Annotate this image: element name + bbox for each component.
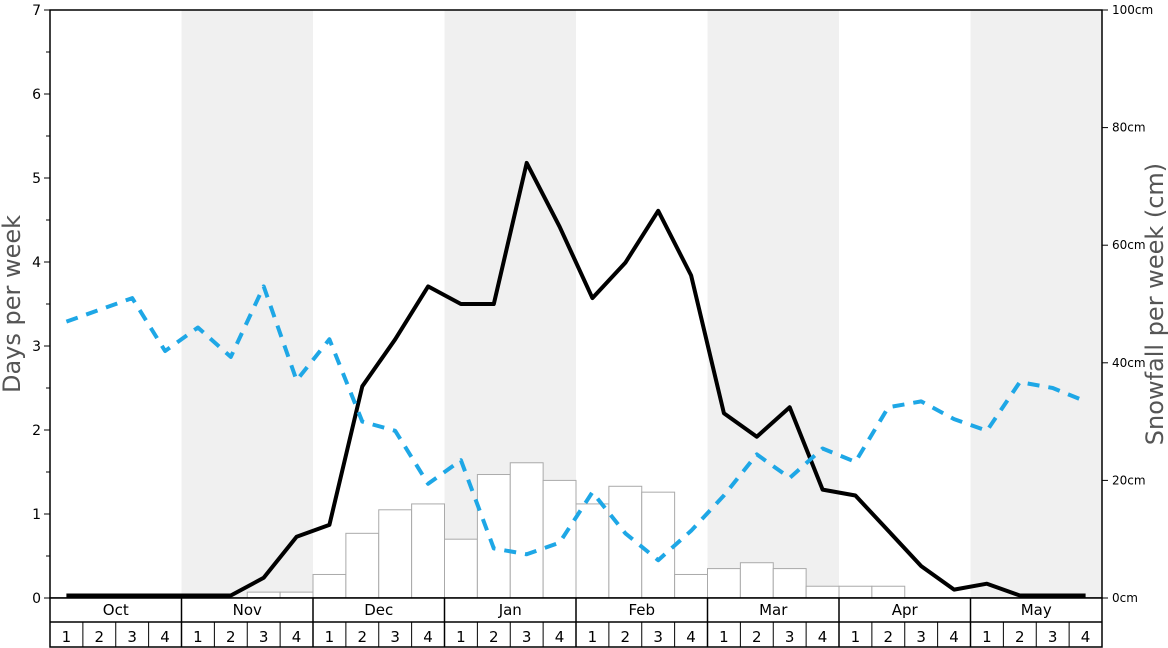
month-label: May <box>1021 601 1052 619</box>
month-label: Feb <box>628 601 655 619</box>
week-label: 2 <box>358 628 368 646</box>
month-shading <box>181 10 1102 598</box>
week-label: 4 <box>818 628 828 646</box>
left-tick-label: 2 <box>32 423 41 439</box>
left-axis-label: Days per week <box>0 215 26 393</box>
snowfall-bar <box>378 509 413 599</box>
month-label: Oct <box>103 601 129 619</box>
month-label: Mar <box>759 601 788 619</box>
week-label: 3 <box>127 628 137 646</box>
left-tick-label: 1 <box>32 507 41 523</box>
week-label: 1 <box>588 628 598 646</box>
week-label: 3 <box>653 628 663 646</box>
month-label: Dec <box>364 601 393 619</box>
month-shade <box>181 10 313 598</box>
snowfall-bar <box>674 573 708 599</box>
week-label: 1 <box>456 628 466 646</box>
week-label: 4 <box>555 628 565 646</box>
snowfall-bar <box>575 503 610 599</box>
snowfall-bar <box>411 503 445 599</box>
snowfall-bar <box>871 585 906 599</box>
week-label: 2 <box>752 628 762 646</box>
snowfall-bars <box>246 462 906 599</box>
right-tick-label: 100cm <box>1112 3 1153 17</box>
week-label: 1 <box>62 628 72 646</box>
right-tick-label: 0cm <box>1112 591 1138 605</box>
right-tick-label: 20cm <box>1112 473 1146 487</box>
week-label: 4 <box>423 628 433 646</box>
week-label: 3 <box>390 628 400 646</box>
week-label: 3 <box>916 628 926 646</box>
snowfall-bar <box>312 573 347 599</box>
week-label: 3 <box>785 628 795 646</box>
month-shade <box>970 10 1102 598</box>
week-label: 1 <box>193 628 203 646</box>
week-label: 4 <box>1081 628 1091 646</box>
left-tick-label: 0 <box>32 591 41 607</box>
snowfall-bar <box>476 474 511 599</box>
week-label: 2 <box>621 628 631 646</box>
snowfall-bar <box>509 462 544 599</box>
left-tick-label: 6 <box>32 87 41 103</box>
dashed-series-line <box>65 284 1087 563</box>
right-tick-label: 40cm <box>1112 356 1146 370</box>
week-label: 2 <box>489 628 499 646</box>
snowfall-bar <box>838 585 873 599</box>
line-series <box>65 160 1087 598</box>
right-tick-label: 80cm <box>1112 121 1146 135</box>
right-axis-label: Snowfall per week (cm) <box>1141 163 1168 445</box>
week-label: 1 <box>851 628 861 646</box>
week-label: 3 <box>1048 628 1058 646</box>
snowfall-bar <box>805 585 840 599</box>
month-label: Jan <box>498 601 522 619</box>
week-label: 3 <box>522 628 532 646</box>
week-label: 4 <box>160 628 170 646</box>
snowfall-bar <box>345 532 380 599</box>
month-label: Apr <box>892 601 919 619</box>
month-shade <box>707 10 839 598</box>
snowfall-bar <box>707 568 741 599</box>
week-label: 2 <box>1015 628 1025 646</box>
snowfall-bar <box>641 491 676 599</box>
snowfall-bar <box>772 568 807 599</box>
axes: 0 1 2 3 4 5 6 7 0cm 20cm 40cm 60cm 80cm 100cm Oct Nov De… <box>32 3 1153 648</box>
week-label: 2 <box>95 628 105 646</box>
left-tick-label: 5 <box>32 171 41 187</box>
snowfall-bar <box>246 591 281 599</box>
snowfall-bar <box>542 479 577 599</box>
right-tick-label: 60cm <box>1112 238 1146 252</box>
week-label: 1 <box>719 628 729 646</box>
month-label: Nov <box>233 601 262 619</box>
week-label: 3 <box>259 628 269 646</box>
week-label: 4 <box>292 628 302 646</box>
week-label: 2 <box>884 628 894 646</box>
week-label: 4 <box>949 628 959 646</box>
week-label: 2 <box>226 628 236 646</box>
snowfall-bar <box>739 562 774 599</box>
snowfall-bar <box>444 538 478 599</box>
week-label: 4 <box>686 628 696 646</box>
left-tick-label: 4 <box>32 255 41 271</box>
snowfall-bar <box>608 485 643 599</box>
left-tick-label: 3 <box>32 339 41 355</box>
week-label: 1 <box>982 628 992 646</box>
snowfall-bar <box>279 591 314 599</box>
left-tick-label: 7 <box>32 3 41 19</box>
days-per-week-line <box>66 160 1086 598</box>
week-label: 1 <box>325 628 335 646</box>
